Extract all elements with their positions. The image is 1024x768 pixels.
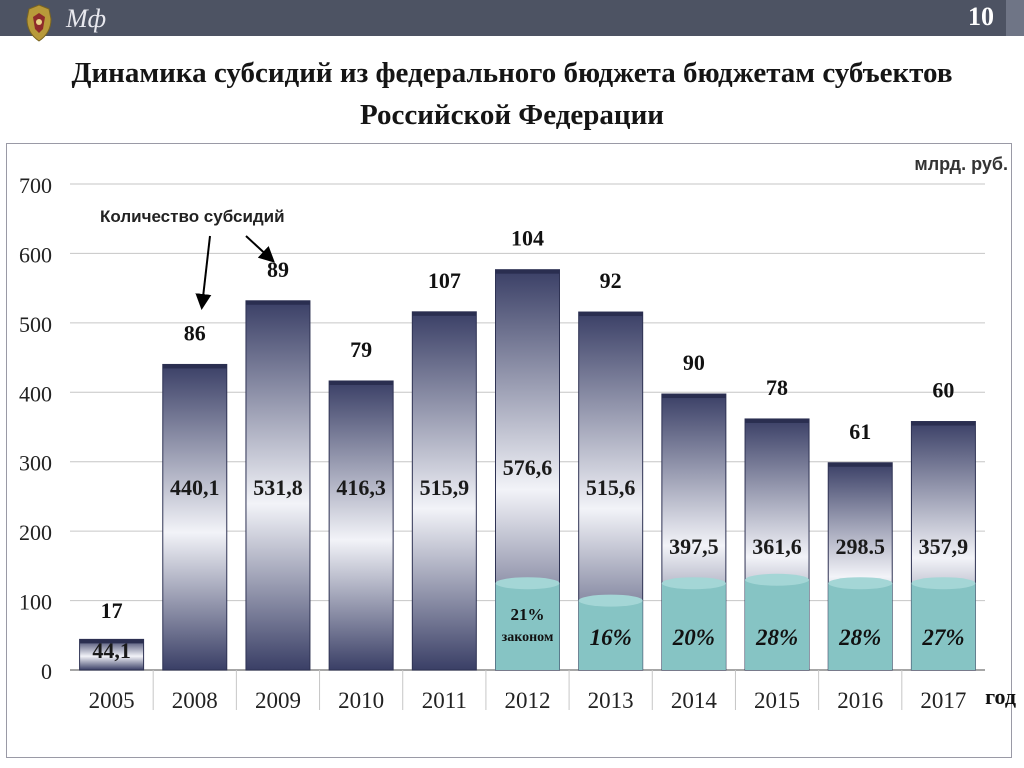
share-label: 21% bbox=[511, 605, 545, 624]
bar-value-label: 357,9 bbox=[919, 534, 969, 559]
x-tick-label: 2008 bbox=[172, 688, 218, 713]
bar-cap bbox=[79, 639, 144, 644]
bar-value-label: 416,3 bbox=[336, 475, 386, 500]
bar-cap bbox=[329, 380, 394, 385]
x-tick-label: 2013 bbox=[588, 688, 634, 713]
y-tick-label: 100 bbox=[19, 590, 52, 615]
bar-cap bbox=[661, 394, 726, 399]
count-label: 92 bbox=[600, 268, 622, 293]
share-segment bbox=[495, 583, 560, 670]
y-tick-label: 300 bbox=[19, 451, 52, 476]
count-label: 89 bbox=[267, 257, 289, 282]
share-segment-top bbox=[495, 577, 560, 590]
bar-cap bbox=[412, 311, 477, 316]
bar-value-label: 44,1 bbox=[92, 638, 131, 663]
bar-cap bbox=[162, 364, 227, 369]
share-segment bbox=[745, 579, 810, 670]
share-segment-top bbox=[661, 577, 726, 590]
bar bbox=[328, 380, 394, 671]
bar-value-label: 576,6 bbox=[503, 455, 553, 480]
bar bbox=[79, 638, 145, 671]
chart-frame bbox=[6, 143, 1012, 758]
slide-number: 10 bbox=[968, 2, 994, 31]
bar-cap bbox=[495, 269, 560, 274]
share-segment-top bbox=[745, 573, 810, 586]
annotation-arrow bbox=[195, 235, 212, 310]
bar-value-label: 361,6 bbox=[752, 534, 802, 559]
count-label: 79 bbox=[350, 337, 372, 362]
x-tick-label: 2005 bbox=[89, 688, 135, 713]
coat-of-arms-icon bbox=[26, 4, 52, 42]
bar-value-label: 515,6 bbox=[586, 475, 636, 500]
bar-cap bbox=[245, 300, 310, 305]
bar-cap bbox=[828, 462, 893, 467]
y-tick-label: 200 bbox=[19, 520, 52, 545]
x-tick-label: 2017 bbox=[920, 688, 966, 713]
bar-value-label: 515,9 bbox=[420, 475, 470, 500]
count-label: 104 bbox=[511, 226, 544, 251]
y-tick-label: 700 bbox=[19, 173, 52, 198]
share-segment bbox=[578, 600, 643, 670]
annotation-arrow bbox=[245, 235, 275, 263]
x-tick-label: 2011 bbox=[422, 688, 467, 713]
y-tick-label: 400 bbox=[19, 381, 52, 406]
page-title: Динамика субсидий из федерального бюджет… bbox=[71, 57, 953, 131]
share-segment-top bbox=[578, 594, 643, 607]
x-axis-title: год bbox=[985, 684, 1016, 709]
share-segment-top bbox=[828, 577, 893, 590]
bar-value-label: 298.5 bbox=[835, 534, 885, 559]
share-segment-top bbox=[911, 577, 976, 590]
count-label: 90 bbox=[683, 350, 705, 375]
unit-label: млрд. руб. bbox=[914, 154, 1008, 174]
brand-logo: Мф bbox=[66, 4, 107, 33]
x-tick-label: 2010 bbox=[338, 688, 384, 713]
bar-value-label: 440,1 bbox=[170, 475, 220, 500]
share-sublabel: законом bbox=[502, 630, 554, 645]
share-label: 28% bbox=[838, 625, 881, 650]
count-label: 86 bbox=[184, 320, 206, 345]
bar-cap bbox=[911, 421, 976, 426]
header-bar: Мф 10 bbox=[0, 0, 1024, 42]
y-tick-label: 600 bbox=[19, 242, 52, 267]
count-annotation: Количество субсидий bbox=[100, 207, 285, 226]
x-tick-label: 2016 bbox=[837, 688, 883, 713]
bar-value-label: 531,8 bbox=[253, 475, 303, 500]
count-label: 61 bbox=[849, 419, 871, 444]
x-tick-label: 2014 bbox=[671, 688, 718, 713]
x-tick-label: 2015 bbox=[754, 688, 800, 713]
bar-cap bbox=[578, 312, 643, 317]
y-tick-label: 500 bbox=[19, 312, 52, 337]
count-label: 78 bbox=[766, 375, 788, 400]
share-label: 28% bbox=[755, 625, 798, 650]
count-label: 107 bbox=[428, 268, 461, 293]
x-tick-label: 2009 bbox=[255, 688, 301, 713]
count-label: 17 bbox=[101, 598, 123, 623]
share-label: 20% bbox=[672, 625, 715, 650]
share-label: 16% bbox=[590, 625, 632, 650]
share-label: 27% bbox=[921, 625, 964, 650]
header-accent bbox=[1006, 0, 1024, 36]
share-segment bbox=[828, 583, 893, 670]
share-segment bbox=[661, 583, 726, 670]
bar-value-label: 397,5 bbox=[669, 534, 719, 559]
count-label: 60 bbox=[932, 378, 954, 403]
y-tick-label: 0 bbox=[41, 659, 52, 684]
x-tick-label: 2012 bbox=[505, 688, 551, 713]
bar bbox=[245, 300, 311, 671]
bar bbox=[162, 363, 228, 671]
share-segment bbox=[911, 583, 976, 670]
bar-cap bbox=[745, 418, 810, 423]
